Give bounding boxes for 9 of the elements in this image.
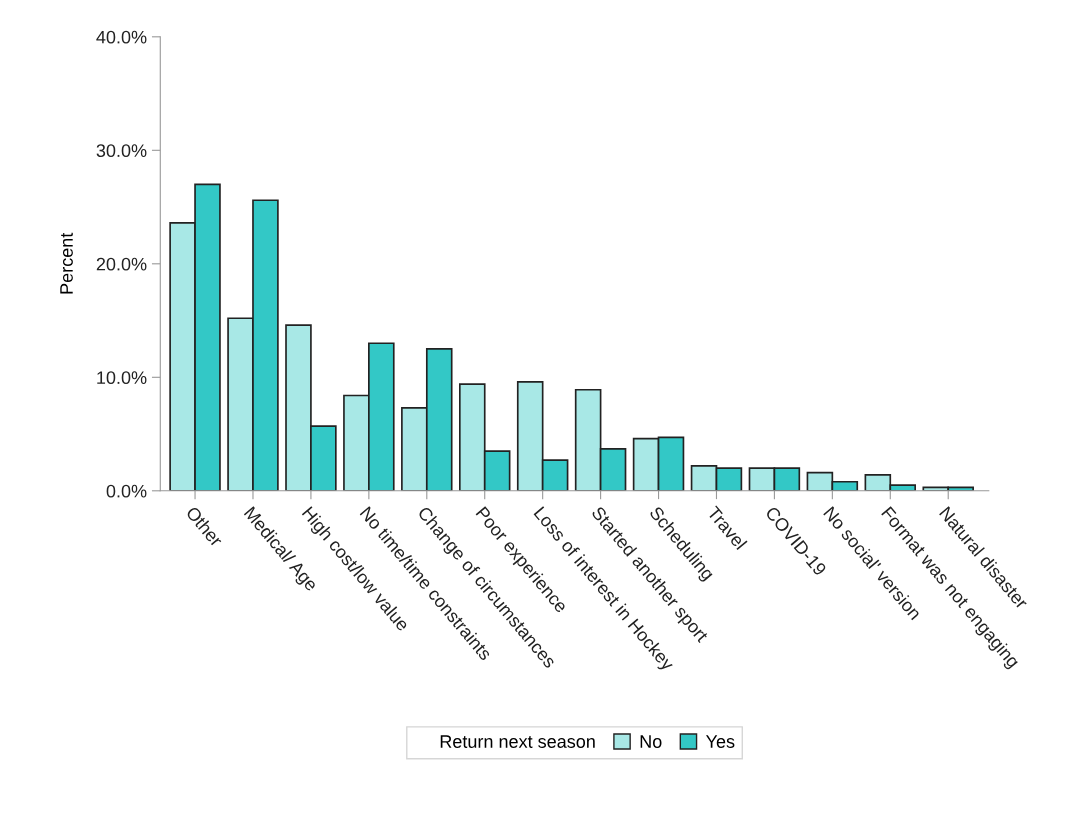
legend-title: Return next season	[440, 735, 595, 748]
y-tick-label: 30.0%	[96, 144, 147, 158]
y-tick-label: 0.0%	[106, 484, 147, 498]
y-axis-title: Percent	[60, 232, 73, 294]
legend-label: No	[640, 735, 662, 748]
y-tick-label: 20.0%	[96, 257, 147, 271]
y-tick-label: 10.0%	[97, 371, 147, 385]
legend-label: Yes	[705, 735, 735, 748]
y-tick-label: 40.0%	[96, 30, 147, 44]
